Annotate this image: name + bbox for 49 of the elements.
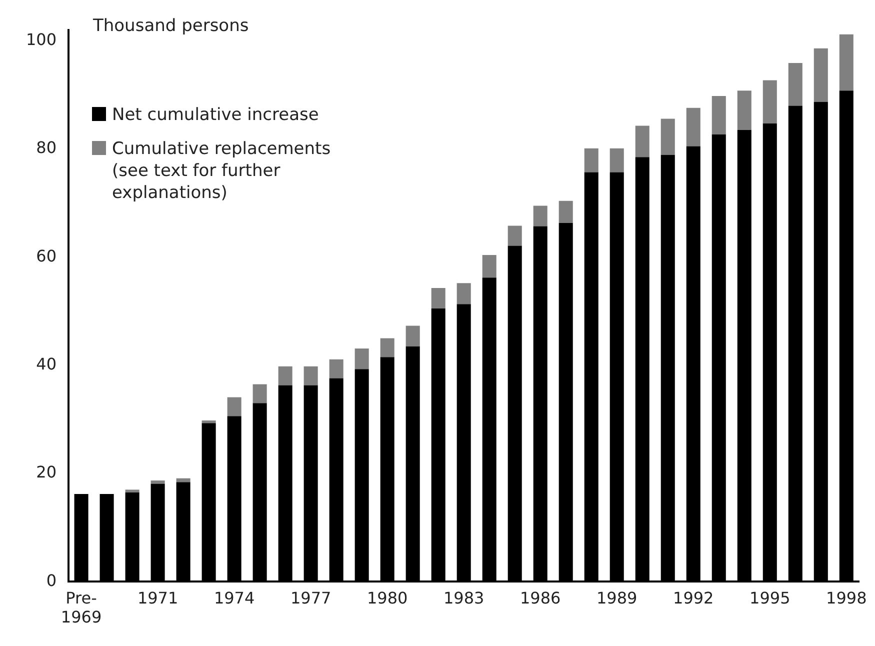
x-tick-label: 1992 [673,588,714,608]
y-tick-label: 40 [36,354,57,374]
bar [660,118,675,155]
y-tick-label: 100 [26,30,57,49]
bar [508,226,522,246]
bar [406,326,420,346]
bar [814,48,828,102]
x-tick-label: 1998 [826,588,867,608]
bar [202,420,216,424]
bar [610,148,624,172]
x-tick-label: 1977 [290,588,332,608]
bar [456,283,471,304]
y-axis-title: Thousand persons [93,16,249,36]
bar [533,206,548,226]
x-tick-label: Pre-1969 [60,588,102,627]
bar [686,108,700,146]
bar [380,338,394,358]
legend-label: Cumulative replacements (see text for further explanations) [112,138,332,204]
y-tick-label: 80 [36,138,57,158]
x-tick-label: 1995 [750,588,790,608]
x-tick-label: 1971 [137,588,178,608]
bar [278,366,292,386]
bar [762,80,777,124]
x-tick-label: 1983 [443,588,484,608]
bar [584,148,598,172]
bar [635,126,650,158]
bar [431,288,446,309]
bar [558,200,573,224]
bar [354,348,369,370]
x-tick-label: 1986 [520,588,561,608]
x-tick-label: 1980 [366,588,408,608]
x-tick-label: 1974 [214,588,255,608]
bar [150,480,165,484]
bar [227,397,242,416]
bar [329,359,344,378]
y-tick-label: 0 [46,570,57,590]
legend-label: Net cumulative increase [112,104,320,126]
x-tick-label: 1989 [596,588,638,608]
bar [304,366,318,386]
bar [737,90,752,130]
y-tick-label: 20 [36,462,57,482]
bar [252,384,267,404]
bar [788,62,802,106]
bar [839,34,854,91]
bar [125,490,140,492]
bar [176,478,190,482]
bar [712,96,726,134]
y-tick-label: 60 [36,246,57,266]
bar [482,254,496,278]
